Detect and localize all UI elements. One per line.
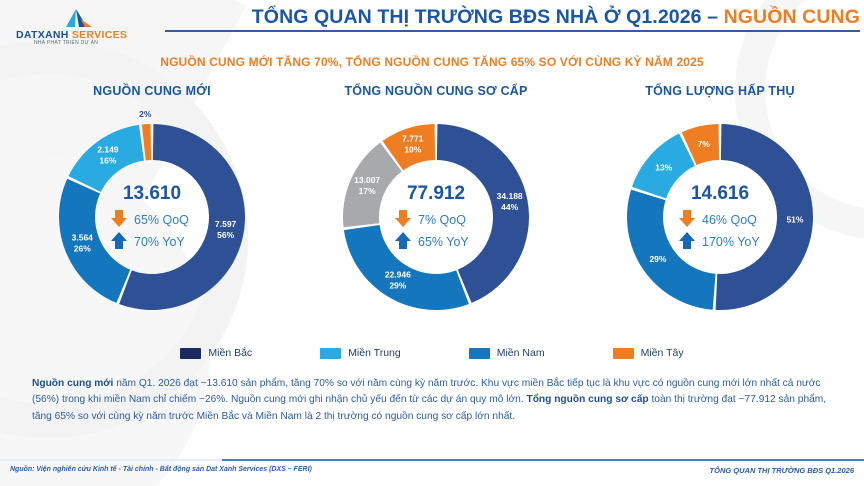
arrow-down-icon <box>679 210 695 227</box>
logo-wordmark: DATXANH SERVICES <box>16 29 162 41</box>
page-title-highlight: NGUỒN CUNG <box>723 6 860 28</box>
donut-metric-label: 70% YoY <box>134 235 185 249</box>
donut-metric-label: 170% YoY <box>702 235 760 249</box>
arrow-up-icon <box>679 232 695 249</box>
logo-mark-icon <box>66 9 92 27</box>
legend-swatch-icon <box>612 347 634 359</box>
footer-source: Nguồn: Viện nghiên cứu Kinh tế - Tài chí… <box>10 466 312 473</box>
donut-segment-label: 51% <box>786 214 803 224</box>
legend-item-2[interactable]: Miền Nam <box>468 347 545 359</box>
note-p2-text: toàn thị trường đạt ~77.912 sản phẩm, tă… <box>32 394 827 422</box>
donut-segment[interactable] <box>627 189 716 310</box>
donut-center-value: 13.610 <box>123 183 181 204</box>
chart-title: TỔNG NGUỒN CUNG SƠ CẤP <box>344 84 528 98</box>
donut-segment-label: 29% <box>649 254 666 264</box>
logo: DATXANH SERVICES NHÀ PHÁT TRIỂN DỰ ÁN <box>12 8 162 46</box>
note-p1-bold: Nguồn cung mới <box>32 378 114 389</box>
donut-segment[interactable] <box>632 133 695 199</box>
footer-label: TỔNG QUAN THỊ TRƯỜNG BĐS Q1.2026 <box>709 466 854 475</box>
logo-tagline: NHÀ PHÁT TRIỂN DỰ ÁN <box>34 40 99 46</box>
arrow-down-icon <box>395 210 411 227</box>
legend-label: Miền Bắc <box>208 347 253 359</box>
note-p2-bold: Tổng nguồn cung sơ cấp <box>526 394 649 406</box>
logo-name-secondary: SERVICES <box>71 29 128 41</box>
legend-label: Miền Tây <box>640 347 684 359</box>
donut-center-value: 77.912 <box>407 183 465 204</box>
donut-segment-label: 13% <box>655 162 672 172</box>
chart-tong-nguon-cung-so-cap: TỔNG NGUỒN CUNG SƠ CẤP 34.188 44% 22.946 29… <box>292 84 580 332</box>
donut-segment[interactable] <box>141 124 152 161</box>
chart-title: TỔNG LƯỢNG HẤP THỤ <box>645 84 795 98</box>
donut-metric-up: 170% YoY <box>679 232 760 249</box>
donut-segment-label: 2.149 16% <box>97 144 119 165</box>
legend-item-1[interactable]: Miền Trung <box>320 347 401 359</box>
donut-segment-label: 7.771 10% <box>402 134 424 155</box>
summary-note: Nguồn cung mới năm Q1. 2026 đạt ~13.610 … <box>32 376 838 425</box>
donut-segment[interactable] <box>436 124 529 303</box>
donut-metric-label: 7% QoQ <box>418 213 466 227</box>
donut-segment[interactable] <box>343 225 469 310</box>
note-p1-text: năm Q1. 2026 đạt ~13.610 sản phẩm, tăng … <box>32 378 821 406</box>
chart-title: NGUỒN CUNG MỚI <box>93 84 211 98</box>
legend-label: Miền Nam <box>496 347 545 359</box>
donut-metric-label: 46% QoQ <box>702 213 757 227</box>
donut-segment[interactable] <box>382 124 436 171</box>
arrow-up-icon <box>111 232 127 249</box>
header-divider <box>165 30 860 32</box>
donut-segment-label: 22.946 29% <box>385 270 411 291</box>
donut-segment-label: 7% <box>697 139 710 149</box>
footer-divider <box>0 459 864 461</box>
donut-segment-label: 7.597 56% <box>215 219 237 240</box>
legend-item-3[interactable]: Miền Tây <box>612 347 684 359</box>
page-title: TỔNG QUAN THỊ TRƯỜNG BĐS NHÀ Ở Q1.2026 –… <box>170 6 860 29</box>
arrow-up-icon <box>395 232 411 249</box>
legend-swatch-icon <box>468 347 490 359</box>
arrow-down-icon <box>111 210 127 227</box>
donut-metric-down: 65% QoQ <box>111 210 189 227</box>
legend-swatch-icon <box>180 347 202 359</box>
donut-segment[interactable] <box>119 124 246 310</box>
page-subtitle: NGUỒN CUNG MỚI TĂNG 70%, TỔNG NGUỒN CUNG… <box>160 55 704 69</box>
donut-metric-down: 46% QoQ <box>679 210 757 227</box>
donut-segment[interactable] <box>59 178 131 303</box>
donut-segment[interactable] <box>681 124 720 166</box>
logo-name-primary: DATXANH <box>16 29 69 41</box>
donut-chart-2[interactable]: 51% 29% 13% 7% 14.616 46% QoQ 170% YoY <box>610 106 830 328</box>
donut-metric-down: 7% QoQ <box>395 210 466 227</box>
donut-segment-label: 34.188 44% <box>497 191 523 212</box>
donut-segment-label: 3002% <box>138 106 152 119</box>
legend-label: Miền Trung <box>348 347 401 359</box>
legend: Miền Bắc Miền Trung Miền Nam Miền Tây <box>0 343 864 363</box>
donut-segment[interactable] <box>715 124 813 310</box>
header: DATXANH SERVICES NHÀ PHÁT TRIỂN DỰ ÁN TỔ… <box>0 0 864 46</box>
donut-metric-up: 70% YoY <box>111 232 185 249</box>
legend-item-0[interactable]: Miền Bắc <box>180 347 252 359</box>
donut-chart-1[interactable]: 34.188 44% 22.946 29% 13.007 17% 7.771 10% 77.91… <box>326 106 546 328</box>
donut-metric-label: 65% YoY <box>418 235 469 249</box>
donut-segment-label: 3.564 26% <box>72 233 94 254</box>
chart-tong-luong-hap-thu: TỔNG LƯỢNG HẤP THỤ 51% 29% 13% 7% 14.616 46% … <box>576 84 864 332</box>
legend-swatch-icon <box>320 347 342 359</box>
donut-segment-label: 13.007 17% <box>354 175 380 196</box>
donut-metric-up: 65% YoY <box>395 232 469 249</box>
donut-metric-label: 65% QoQ <box>134 213 189 227</box>
donut-segment[interactable] <box>343 142 402 228</box>
donut-center-value: 14.616 <box>691 183 749 204</box>
page-title-main: TỔNG QUAN THỊ TRƯỜNG BĐS NHÀ Ở Q1.2026 – <box>251 6 724 28</box>
donut-segment[interactable] <box>68 124 144 192</box>
